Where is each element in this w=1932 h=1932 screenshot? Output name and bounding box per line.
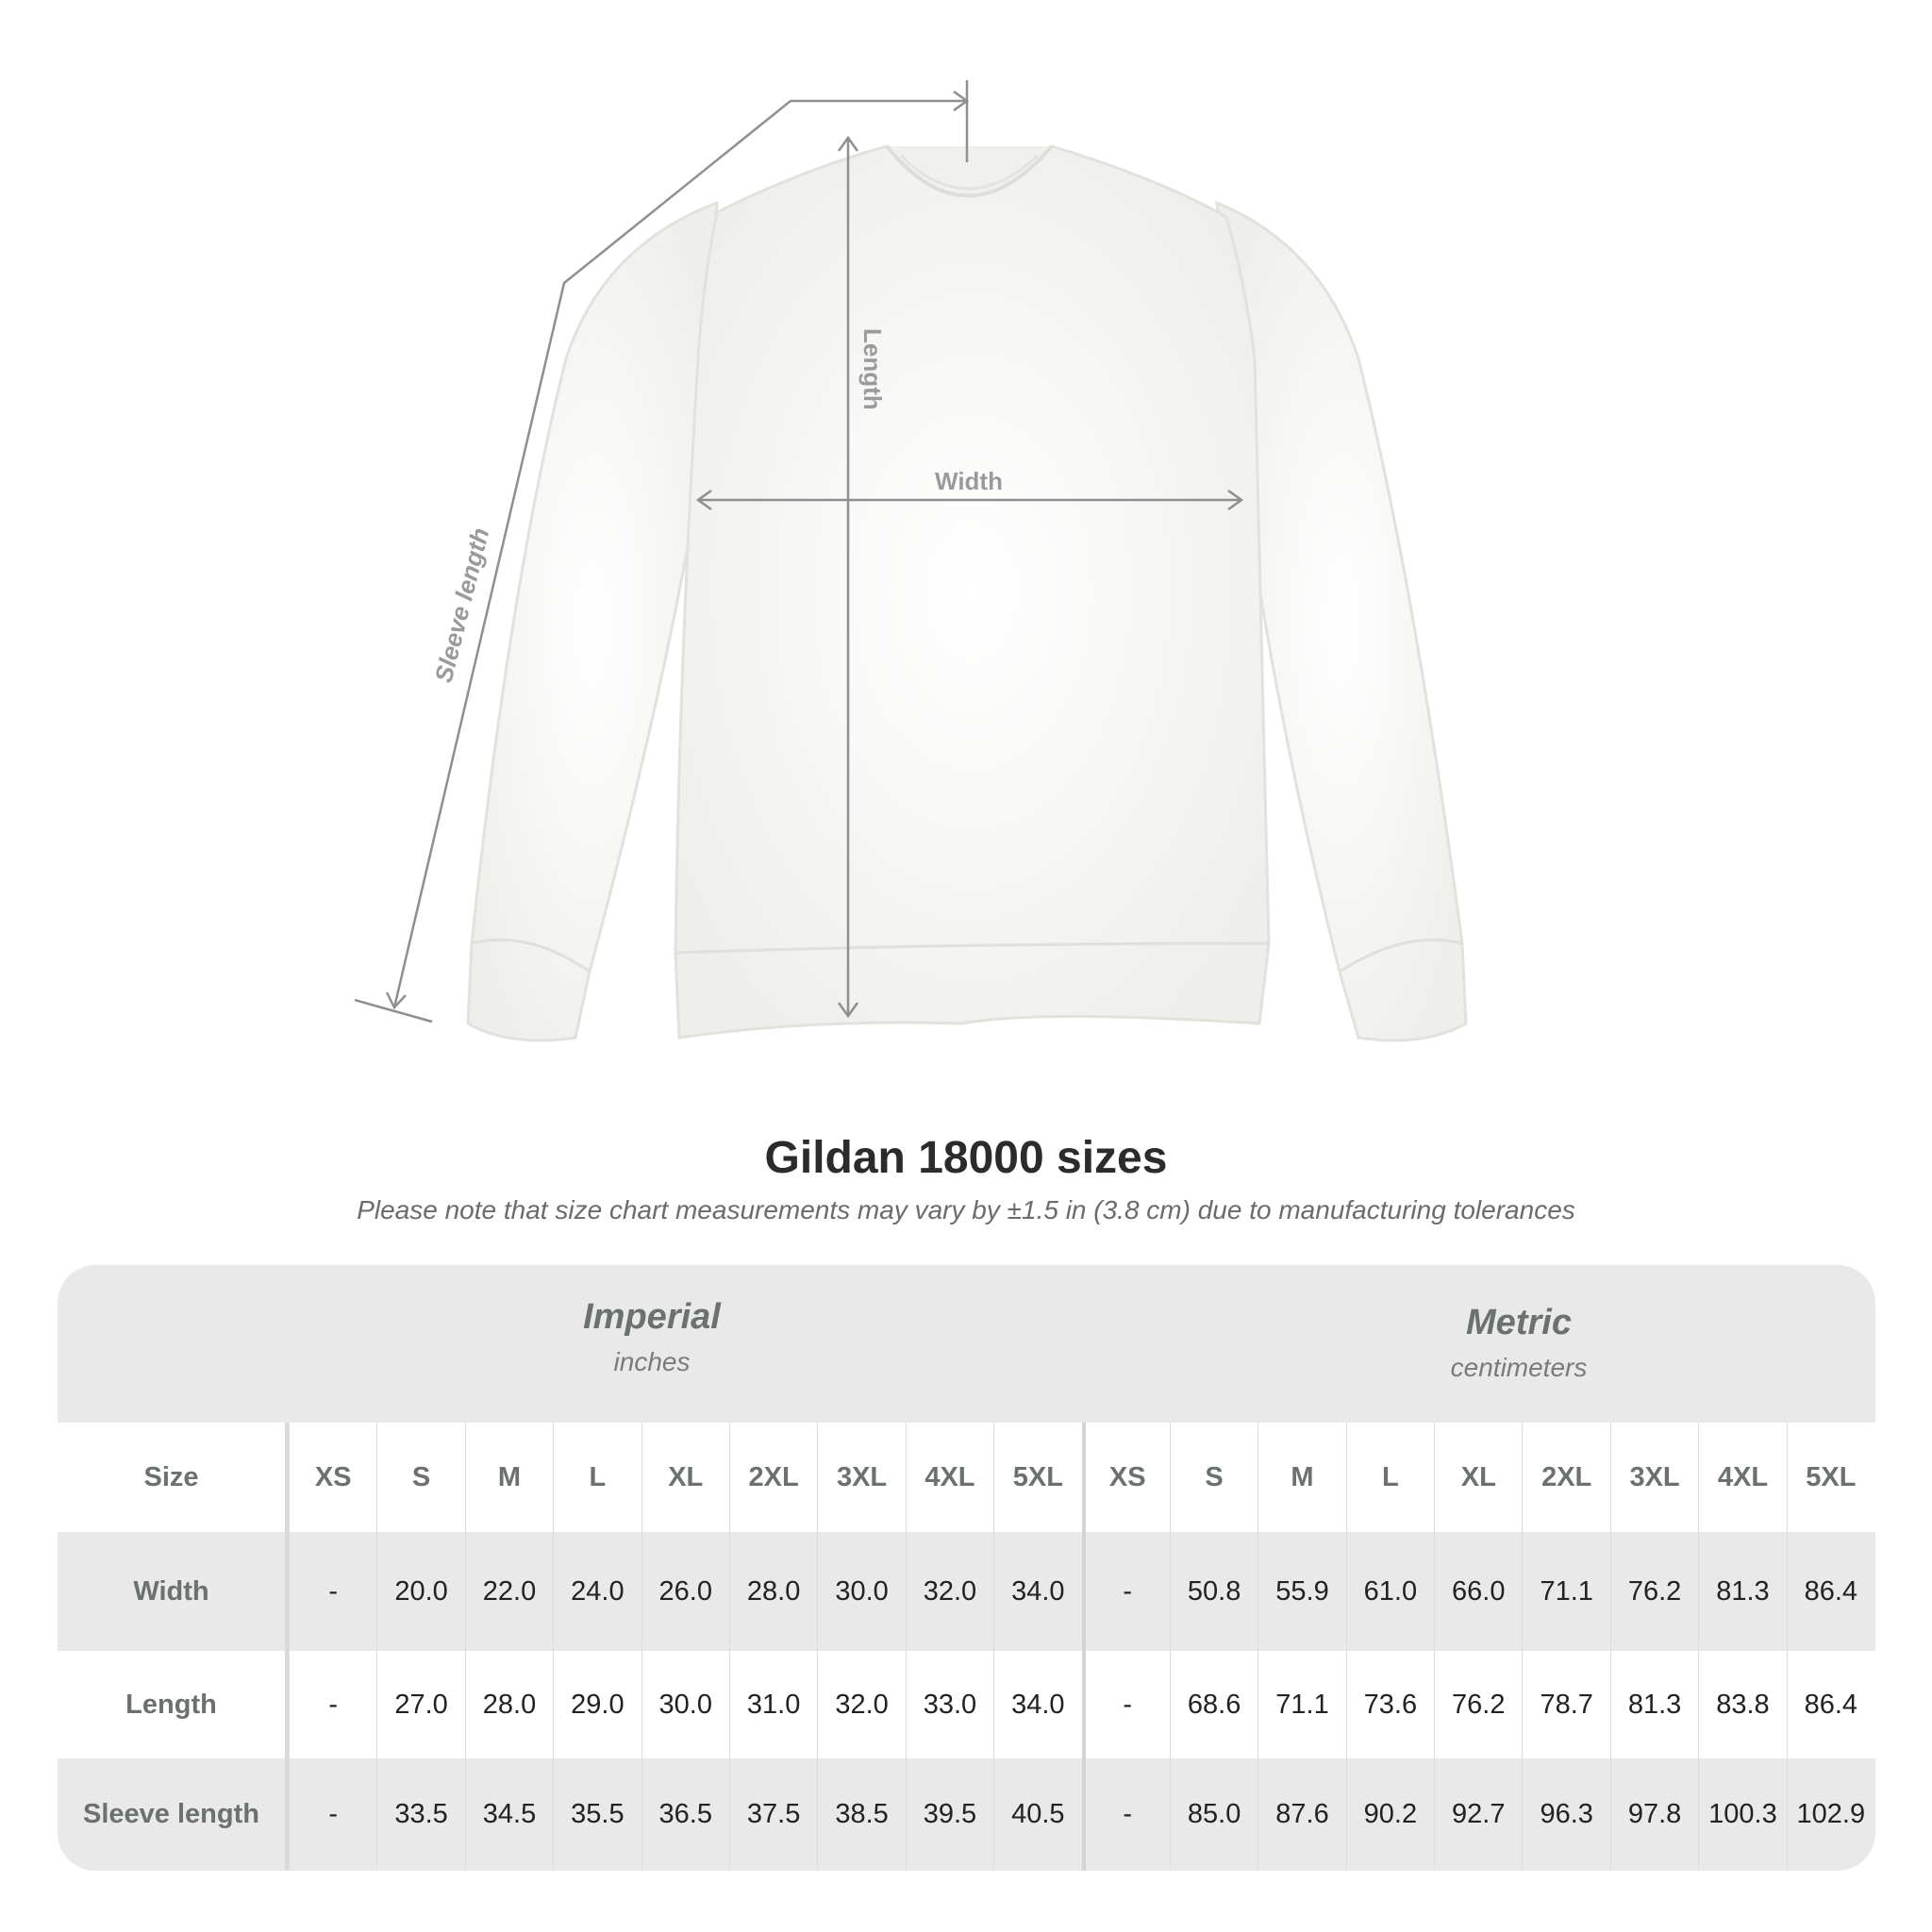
imperial-value-cell: 34.0	[993, 1532, 1081, 1651]
imperial-value-cell: -	[289, 1758, 376, 1871]
row-label: Sleeve length	[58, 1758, 289, 1871]
imperial-value-cell: 30.0	[641, 1651, 729, 1758]
metric-unit: centimeters	[1450, 1353, 1588, 1382]
metric-size-s: S	[1169, 1423, 1257, 1532]
imperial-value-cell: 36.5	[641, 1758, 729, 1871]
metric-title: Metric	[1466, 1303, 1572, 1342]
metric-size-xs: XS	[1081, 1423, 1170, 1532]
imperial-value-cell: 26.0	[641, 1532, 729, 1651]
imperial-value-cell: 35.5	[553, 1758, 641, 1871]
table-row: Width -20.0 22.0 24.0 26.0 28.0 30.0 32.0 34.0-5…	[58, 1532, 1875, 1651]
imperial-value-cell: -	[289, 1532, 376, 1651]
metric-value-cell: 76.2	[1434, 1651, 1522, 1758]
imperial-value-cell: 24.0	[553, 1532, 641, 1651]
metric-value-cell: 61.0	[1345, 1532, 1434, 1651]
size-chart-table: Imperial inches Metric centimeters Size X…	[58, 1265, 1875, 1871]
metric-value-cell: 78.7	[1522, 1651, 1609, 1758]
imperial-value-cell: 28.0	[464, 1651, 553, 1758]
sleeve-length-label: Sleeve length	[429, 525, 495, 686]
imperial-value-cell: 32.0	[817, 1651, 905, 1758]
imperial-value-cell: 30.0	[817, 1532, 905, 1651]
imperial-size-5xl: 5XL	[993, 1423, 1081, 1532]
measurement-lines	[354, 80, 1244, 1024]
size-label: Size	[58, 1423, 289, 1532]
metric-value-cell: 71.1	[1522, 1532, 1609, 1651]
metric-value-cell: 87.6	[1257, 1758, 1345, 1871]
table-row: Sleeve length -33.5 34.5 35.5 36.5 37.5 38.5 39…	[58, 1758, 1875, 1871]
length-label: Length	[858, 328, 887, 410]
imperial-size-m: M	[464, 1423, 553, 1532]
imperial-value-cell: 20.0	[376, 1532, 464, 1651]
row-label: Width	[58, 1532, 289, 1651]
size-header-row: Size XS S M L XL 2XL 3XL 4XL 5XL XS S M L XL 2XL 3XL 4XL 5…	[58, 1423, 1875, 1532]
imperial-header: Imperial inches	[369, 1297, 935, 1377]
imperial-value-cell: 34.0	[993, 1651, 1081, 1758]
metric-value-cell: 68.6	[1169, 1651, 1257, 1758]
imperial-value-cell: 28.0	[728, 1532, 817, 1651]
table-row: Length -27.0 28.0 29.0 30.0 31.0 32.0 33.0 34.0-…	[58, 1651, 1875, 1758]
imperial-value-cell: 29.0	[553, 1651, 641, 1758]
metric-value-cell: 66.0	[1434, 1532, 1522, 1651]
metric-value-cell: 55.9	[1257, 1532, 1345, 1651]
imperial-size-l: L	[553, 1423, 641, 1532]
metric-size-4xl: 4XL	[1698, 1423, 1786, 1532]
imperial-value-cell: 34.5	[464, 1758, 553, 1871]
metric-header: Metric centimeters	[1236, 1303, 1802, 1383]
imperial-size-xs: XS	[289, 1423, 376, 1532]
imperial-value-cell: 31.0	[728, 1651, 817, 1758]
imperial-size-2xl: 2XL	[728, 1423, 817, 1532]
tolerance-note: Please note that size chart measurements…	[357, 1195, 1575, 1224]
metric-size-5xl: 5XL	[1786, 1423, 1874, 1532]
metric-value-cell: 86.4	[1786, 1651, 1874, 1758]
imperial-size-4xl: 4XL	[905, 1423, 993, 1532]
metric-value-cell: 50.8	[1169, 1532, 1257, 1651]
metric-value-cell: 81.3	[1698, 1532, 1786, 1651]
imperial-value-cell: 38.5	[817, 1758, 905, 1871]
metric-value-cell: 83.8	[1698, 1651, 1786, 1758]
metric-value-cell: 90.2	[1345, 1758, 1434, 1871]
metric-value-cell: 86.4	[1786, 1532, 1874, 1651]
metric-value-cell: 76.2	[1609, 1532, 1698, 1651]
metric-value-cell: 81.3	[1609, 1651, 1698, 1758]
metric-size-3xl: 3XL	[1609, 1423, 1698, 1532]
imperial-value-cell: 39.5	[905, 1758, 993, 1871]
imperial-size-xl: XL	[641, 1423, 729, 1532]
imperial-value-cell: 33.5	[376, 1758, 464, 1871]
imperial-value-cell: 37.5	[728, 1758, 817, 1871]
metric-value-cell: -	[1081, 1651, 1170, 1758]
metric-size-l: L	[1345, 1423, 1434, 1532]
width-label: Width	[935, 467, 1003, 495]
metric-size-xl: XL	[1434, 1423, 1522, 1532]
row-label: Length	[58, 1651, 289, 1758]
metric-value-cell: 71.1	[1257, 1651, 1345, 1758]
imperial-value-cell: -	[289, 1651, 376, 1758]
metric-value-cell: 85.0	[1169, 1758, 1257, 1871]
metric-value-cell: 96.3	[1522, 1758, 1609, 1871]
sweatshirt	[466, 144, 1468, 1042]
imperial-value-cell: 33.0	[905, 1651, 993, 1758]
imperial-unit: inches	[613, 1347, 691, 1376]
imperial-value-cell: 32.0	[905, 1532, 993, 1651]
sweatshirt-illustration: Length Width Sleeve length	[354, 80, 1468, 1042]
imperial-value-cell: 27.0	[376, 1651, 464, 1758]
imperial-size-s: S	[376, 1423, 464, 1532]
imperial-value-cell: 22.0	[464, 1532, 553, 1651]
metric-value-cell: -	[1081, 1758, 1170, 1871]
metric-value-cell: 92.7	[1434, 1758, 1522, 1871]
imperial-size-3xl: 3XL	[817, 1423, 905, 1532]
metric-size-2xl: 2XL	[1522, 1423, 1609, 1532]
metric-value-cell: 100.3	[1698, 1758, 1786, 1871]
imperial-title: Imperial	[583, 1297, 721, 1337]
metric-value-cell: -	[1081, 1532, 1170, 1651]
metric-value-cell: 73.6	[1345, 1651, 1434, 1758]
imperial-value-cell: 40.5	[993, 1758, 1081, 1871]
metric-value-cell: 97.8	[1609, 1758, 1698, 1871]
header-band	[58, 1265, 1875, 1423]
metric-size-m: M	[1257, 1423, 1345, 1532]
metric-value-cell: 102.9	[1786, 1758, 1874, 1871]
page-title: Gildan 18000 sizes	[764, 1133, 1168, 1183]
